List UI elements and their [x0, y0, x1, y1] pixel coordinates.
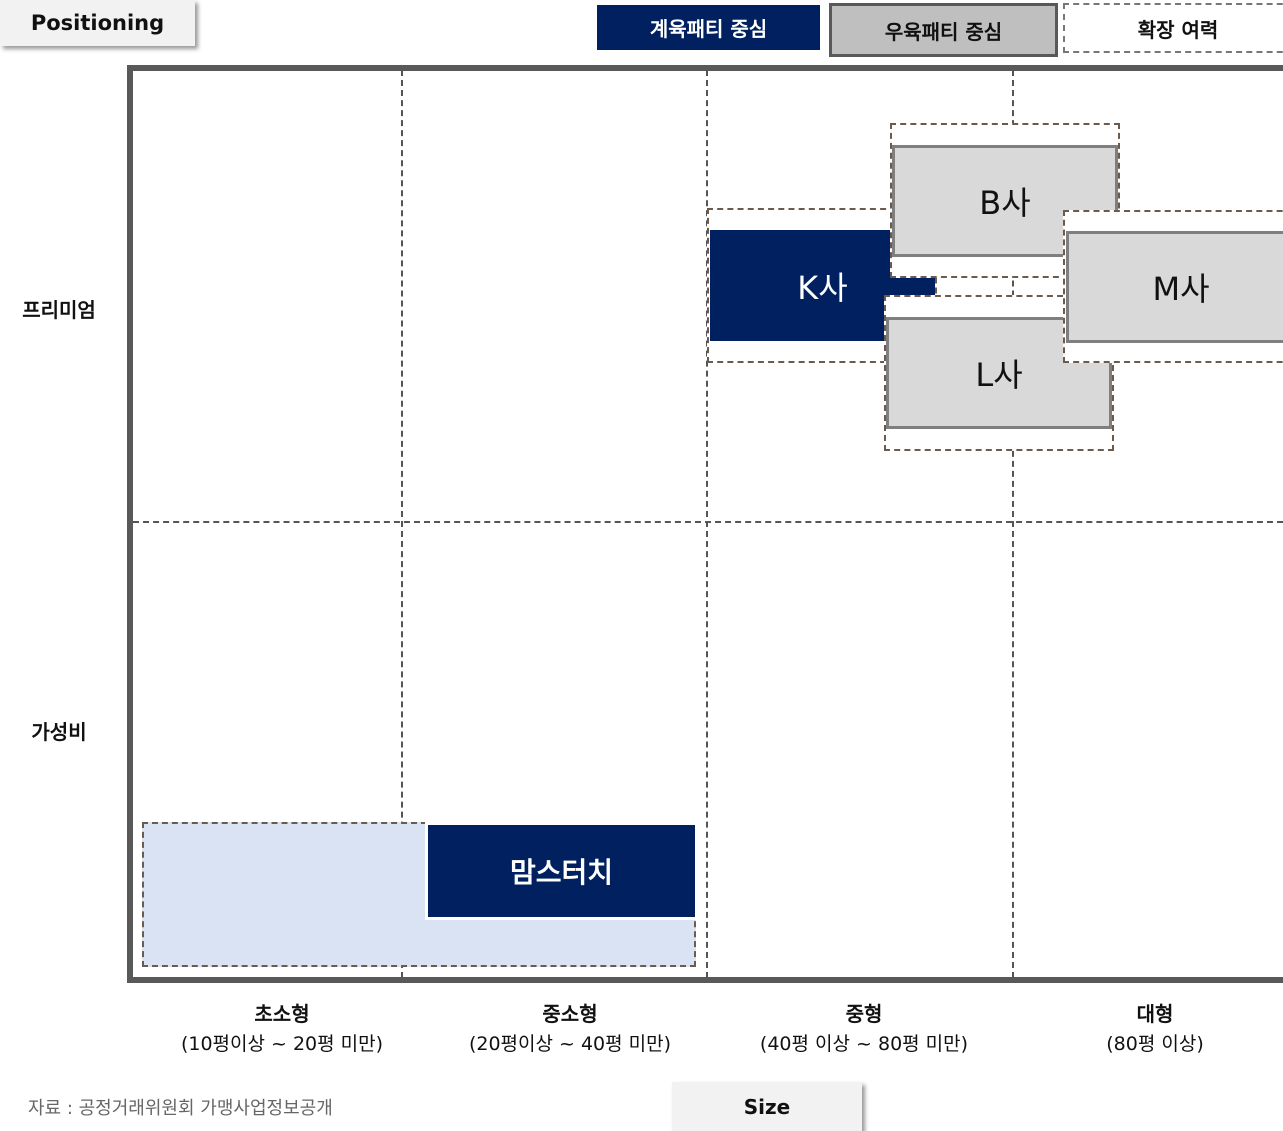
axis-title: Size: [672, 1082, 862, 1131]
divider: [401, 70, 403, 978]
divider: [133, 521, 1283, 523]
node: 맘스터치: [425, 822, 698, 920]
legend-item: 우육패티 중심: [829, 3, 1058, 57]
x-label: 대형: [1136, 1001, 1174, 1026]
divider: [1012, 70, 1014, 978]
x-range: (10평이상 ~ 20평 미만): [180, 1032, 384, 1055]
legend-item: 확장 여력: [1063, 3, 1283, 53]
legend-item: 계육패티 중심: [597, 5, 820, 50]
source-note: 자료 : 공정거래위원회 가맹사업정보공개: [28, 1098, 333, 1119]
x-range: (80평 이상): [1106, 1032, 1204, 1055]
header-title: Positioning: [0, 0, 195, 46]
x-range: (40평 이상 ~ 80평 미만): [759, 1032, 969, 1055]
x-label: 중형: [845, 1001, 883, 1026]
x-range: (20평이상 ~ 40평 미만): [468, 1032, 672, 1055]
x-label: 초소형: [254, 1001, 310, 1026]
x-label: 중소형: [542, 1001, 598, 1026]
divider: [706, 70, 708, 978]
y-label: 가성비: [31, 719, 87, 744]
y-label: 프리미엄: [22, 297, 96, 322]
node: M사: [1066, 231, 1283, 343]
frame: [127, 65, 1283, 983]
